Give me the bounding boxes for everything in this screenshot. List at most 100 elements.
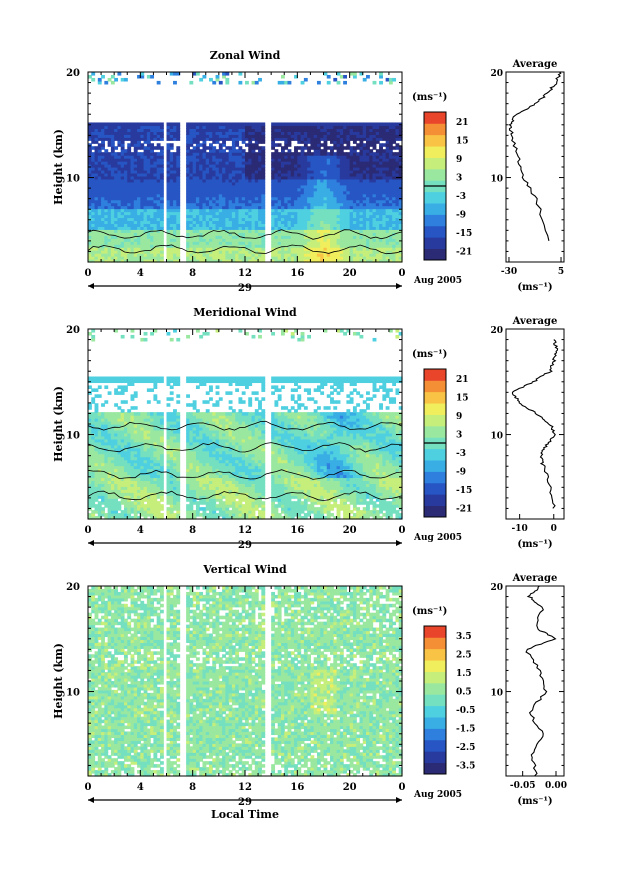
heatmap-cell	[143, 247, 148, 251]
heatmap-cell	[215, 253, 220, 257]
heatmap-cell	[192, 226, 197, 230]
heatmap-cell	[110, 158, 115, 162]
heatmap-cell	[212, 161, 217, 165]
heatmap-cell	[159, 184, 164, 189]
heatmap-cell	[88, 137, 92, 141]
heatmap-cell	[110, 137, 115, 141]
heatmap-cell	[159, 181, 164, 186]
heatmap-cell	[110, 178, 115, 183]
heatmap-cell	[169, 143, 174, 147]
heatmap-cell	[127, 149, 132, 153]
heatmap-cell	[228, 164, 233, 168]
heatmap-cell	[88, 161, 92, 165]
heatmap-cell	[94, 208, 99, 213]
heatmap-cell	[192, 220, 197, 225]
heatmap-cell	[94, 250, 99, 254]
heatmap-cell	[212, 178, 217, 183]
heatmap-cell	[110, 235, 115, 239]
heatmap-cell	[117, 256, 122, 260]
heatmap-cell	[94, 244, 99, 248]
heatmap-cell	[159, 214, 164, 219]
heatmap-cell	[343, 74, 347, 79]
heatmap-cell	[238, 80, 243, 85]
heatmap-cell	[176, 250, 181, 254]
heatmap-cell	[212, 169, 217, 174]
heatmap-cell	[130, 196, 135, 201]
heatmap-cell	[228, 220, 233, 225]
heatmap-cell	[186, 229, 190, 233]
heatmap-cell	[137, 259, 141, 263]
heatmap-cell	[231, 214, 236, 219]
heatmap-cell	[199, 134, 204, 138]
heatmap-cell	[97, 244, 102, 248]
heatmap-cell	[120, 259, 125, 263]
heatmap-cell	[156, 229, 161, 233]
heatmap-cell	[130, 232, 135, 236]
heatmap-cell	[130, 334, 135, 339]
heatmap-cell	[88, 193, 92, 198]
profile-frame	[505, 71, 565, 263]
heatmap-cell	[222, 235, 226, 239]
heatmap-cell	[146, 137, 151, 141]
heatmap-cell	[143, 259, 148, 263]
heatmap-cell	[150, 238, 155, 242]
heatmap-cell	[91, 125, 96, 130]
x-tick-label: 0	[85, 268, 92, 279]
heatmap-cell	[176, 122, 181, 127]
heatmap-cell	[101, 143, 105, 147]
heatmap-cell	[225, 146, 230, 150]
heatmap-cell	[97, 158, 102, 162]
heatmap-cell	[107, 232, 112, 236]
heatmap-cell	[225, 202, 230, 207]
heatmap-cell	[195, 259, 200, 263]
heatmap-cell	[153, 223, 158, 227]
heatmap-cell	[153, 220, 158, 225]
heatmap-cell	[137, 241, 141, 245]
heatmap-cell	[176, 152, 181, 156]
heatmap-cell	[195, 169, 200, 174]
heatmap-cell	[176, 128, 181, 132]
heatmap-cell	[156, 205, 161, 210]
heatmap-cell	[169, 158, 174, 162]
heatmap-cell	[159, 220, 164, 225]
heatmap-cell	[199, 247, 204, 251]
colorbar-swatch	[424, 214, 446, 227]
heatmap-cell	[94, 161, 99, 165]
heatmap-cell	[222, 226, 226, 230]
heatmap-cell	[97, 205, 102, 210]
heatmap-cell	[107, 158, 112, 162]
x-tick-label: 0	[399, 268, 406, 279]
heatmap-cell	[156, 247, 161, 251]
heatmap-cell	[88, 178, 92, 183]
heatmap-cell	[123, 217, 128, 222]
heatmap-cell	[107, 250, 112, 254]
heatmap-cell	[218, 175, 223, 180]
heatmap-cell	[222, 253, 226, 257]
heatmap-cell	[199, 178, 204, 183]
heatmap-cell	[173, 238, 177, 242]
heatmap-cell	[110, 164, 115, 168]
heatmap-cell	[225, 169, 230, 174]
heatmap-cell	[104, 250, 109, 254]
heatmap-cell	[235, 256, 240, 260]
heatmap-cell	[169, 131, 174, 135]
heatmap-cell	[146, 250, 151, 254]
heatmap-cell	[166, 217, 171, 222]
heatmap-cell	[156, 259, 161, 263]
heatmap-cell	[176, 72, 181, 76]
heatmap-cell	[176, 172, 181, 177]
heatmap-cell	[94, 403, 99, 407]
heatmap-cell	[199, 211, 204, 216]
heatmap-cell	[205, 125, 210, 130]
heatmap-cell	[222, 167, 226, 171]
heatmap-cell	[127, 128, 132, 132]
heatmap-cell	[137, 220, 141, 225]
heatmap-cell	[146, 193, 151, 198]
heatmap-cell	[215, 77, 220, 82]
heatmap-cell	[123, 155, 128, 159]
heatmap-cell	[209, 250, 213, 254]
heatmap-cell	[205, 244, 210, 248]
heatmap-cell	[222, 181, 226, 186]
heatmap-cell	[159, 238, 164, 242]
heatmap-cell	[166, 250, 171, 254]
